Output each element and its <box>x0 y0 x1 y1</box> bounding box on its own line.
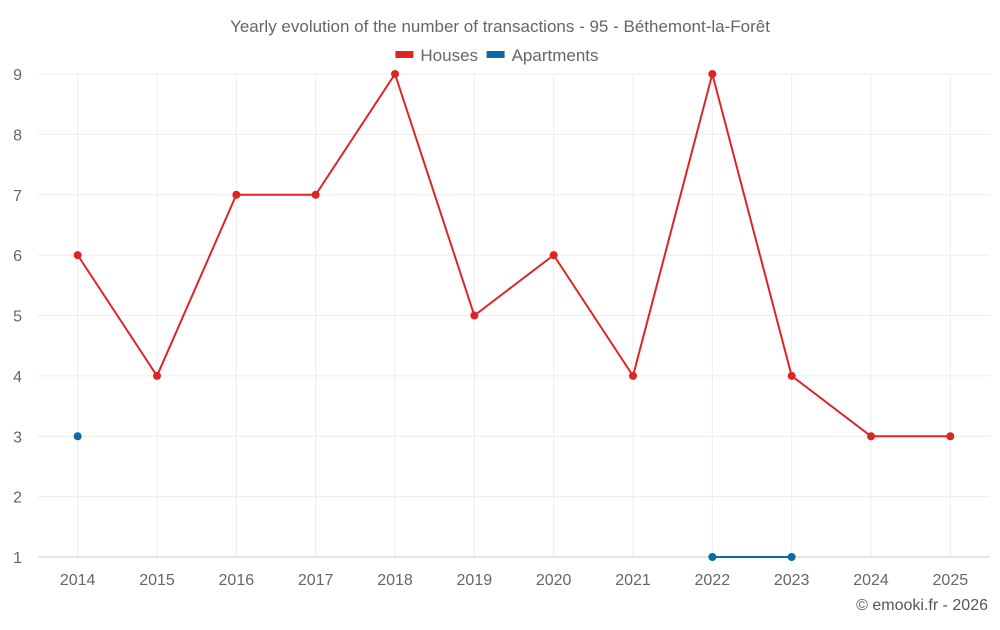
x-tick-label: 2025 <box>933 572 969 589</box>
data-point-houses <box>787 371 796 380</box>
legend-swatch <box>395 51 414 58</box>
grid <box>38 73 990 557</box>
y-tick-label: 4 <box>13 369 22 386</box>
legend-swatch <box>486 51 505 58</box>
legend-item-apartments: Apartments <box>486 46 599 65</box>
series-houses <box>73 70 955 441</box>
x-tick-label: 2020 <box>536 572 572 589</box>
data-point-houses <box>549 251 558 260</box>
series-apartments <box>73 432 796 561</box>
x-tick-label: 2017 <box>298 572 334 589</box>
legend-label: Houses <box>420 46 478 65</box>
x-tick-label: 2024 <box>853 572 889 589</box>
data-point-houses <box>311 190 320 199</box>
axes: 1 2 3 4 5 6 7 8 9 2014 2015 2016 2017 2018 2019 2020 202… <box>13 67 990 589</box>
y-tick-label: 1 <box>13 550 22 567</box>
y-tick-label: 3 <box>13 429 22 446</box>
x-tick-label: 2022 <box>695 572 731 589</box>
series-line-houses <box>76 70 951 438</box>
y-tick-label: 6 <box>13 248 22 265</box>
data-point-apartments <box>73 432 82 441</box>
credit-text: © emooki.fr - 2026 <box>856 597 988 614</box>
x-tick-label: 2018 <box>377 572 413 589</box>
data-point-houses <box>73 251 82 260</box>
x-tick-label: 2014 <box>60 572 96 589</box>
x-tick-label: 2016 <box>219 572 255 589</box>
data-point-houses <box>153 371 161 380</box>
x-tick-label: 2023 <box>774 572 810 589</box>
chart-title: Yearly evolution of the number of transa… <box>230 17 770 36</box>
data-point-houses <box>708 70 717 78</box>
data-point-houses <box>232 190 241 199</box>
data-point-houses <box>629 371 637 380</box>
legend-item-houses: Houses <box>395 46 478 65</box>
legend-label: Apartments <box>512 46 599 65</box>
x-tick-label: 2019 <box>457 572 493 589</box>
y-tick-label: 9 <box>13 67 22 84</box>
y-tick-label: 7 <box>13 188 22 205</box>
y-tick-label: 8 <box>13 127 22 144</box>
x-tick-label: 2015 <box>139 572 175 589</box>
data-point-houses <box>470 311 479 320</box>
y-tick-label: 2 <box>13 490 22 507</box>
data-point-apartments <box>708 553 717 561</box>
data-point-houses <box>946 432 955 441</box>
data-point-houses <box>391 70 399 78</box>
data-point-apartments <box>787 553 796 561</box>
data-point-houses <box>867 432 875 441</box>
y-tick-label: 5 <box>13 309 22 326</box>
series-group <box>73 70 955 561</box>
legend: Houses Apartments <box>395 46 599 65</box>
x-tick-label: 2021 <box>615 572 651 589</box>
